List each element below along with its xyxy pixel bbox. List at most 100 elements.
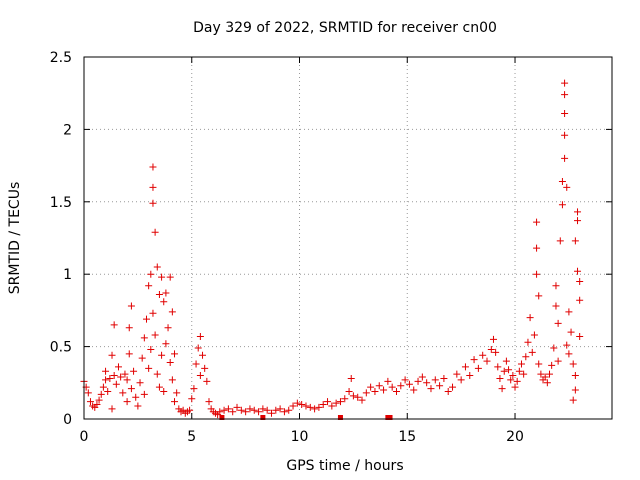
axis-ticks: 0 5 10 15 20 0 0.5 1 1.5 2 2.5: [50, 50, 612, 445]
data-point: [246, 405, 254, 413]
data-point: [280, 408, 288, 416]
data-point: [151, 331, 159, 339]
data-point: [162, 289, 170, 297]
data-point: [298, 401, 306, 409]
data-point: [517, 360, 525, 368]
data-point: [436, 382, 444, 390]
x-tick-label: 10: [291, 429, 309, 445]
data-point: [121, 370, 129, 378]
data-point: [229, 408, 237, 416]
y-tick-label: 2.5: [50, 50, 72, 66]
data-point: [166, 273, 174, 281]
data-point: [457, 376, 465, 384]
x-tick-label: 15: [398, 429, 416, 445]
data-point: [550, 344, 558, 352]
data-point: [487, 345, 495, 353]
data-point: [263, 406, 271, 414]
data-point: [110, 372, 118, 380]
data-point: [108, 351, 116, 359]
data-point: [134, 402, 142, 410]
data-point: [556, 237, 564, 245]
data-point: [543, 379, 551, 387]
data-point: [201, 364, 209, 372]
data-point: [106, 374, 114, 382]
data-point: [125, 324, 133, 332]
data-point: [489, 335, 497, 343]
data-point: [535, 292, 543, 300]
data-point: [483, 357, 491, 365]
data-point-baseline: [219, 415, 225, 420]
data-point: [306, 403, 314, 411]
data-point: [479, 351, 487, 359]
data-point: [233, 403, 241, 411]
data-point: [571, 386, 579, 394]
data-point: [216, 408, 224, 416]
data-point: [558, 201, 566, 209]
data-point: [155, 383, 163, 391]
data-point: [160, 387, 168, 395]
data-point: [347, 374, 355, 382]
data-point: [168, 308, 176, 316]
data-point: [576, 332, 584, 340]
data-point: [423, 379, 431, 387]
data-point: [449, 383, 457, 391]
data-point: [140, 390, 148, 398]
data-point: [380, 386, 388, 394]
data-point: [114, 363, 122, 371]
data-point: [444, 387, 452, 395]
data-point: [190, 385, 198, 393]
data-point: [112, 380, 120, 388]
data-point: [186, 406, 194, 414]
data-point: [524, 338, 532, 346]
data-point: [140, 334, 148, 342]
data-point: [158, 273, 166, 281]
data-point: [293, 399, 301, 407]
data-point: [520, 370, 528, 378]
data-point: [99, 383, 107, 391]
data-point: [571, 372, 579, 380]
data-point: [405, 380, 413, 388]
data-point: [561, 154, 569, 162]
data-point: [546, 370, 554, 378]
x-tick-label: 0: [80, 429, 89, 445]
y-tick-label: 2: [63, 122, 72, 138]
data-point: [237, 406, 245, 414]
data-point: [188, 395, 196, 403]
data-point: [196, 372, 204, 380]
data-point: [574, 217, 582, 225]
x-tick-label: 20: [506, 429, 524, 445]
data-point: [533, 244, 541, 252]
data-point: [171, 350, 179, 358]
grid-lines: [84, 57, 612, 419]
data-point: [453, 370, 461, 378]
data-point: [147, 345, 155, 353]
data-point: [561, 79, 569, 87]
data-point: [528, 348, 536, 356]
data-point: [199, 351, 207, 359]
data-point: [569, 360, 577, 368]
data-point: [354, 393, 362, 401]
data-point: [431, 376, 439, 384]
data-point-baseline: [337, 415, 343, 420]
data-point: [440, 374, 448, 382]
data-point: [166, 359, 174, 367]
data-point: [507, 376, 515, 384]
data-point: [147, 270, 155, 278]
data-point: [289, 402, 297, 410]
data-point: [492, 348, 500, 356]
data-point: [565, 308, 573, 316]
data-point: [470, 356, 478, 364]
data-point: [149, 163, 157, 171]
y-tick-label: 1: [63, 267, 72, 283]
data-point: [145, 282, 153, 290]
data-point: [569, 396, 577, 404]
data-point: [123, 398, 131, 406]
data-point: [250, 406, 258, 414]
data-point: [533, 270, 541, 278]
x-axis-title: GPS time / hours: [286, 458, 403, 474]
data-point: [315, 403, 323, 411]
data-point: [349, 392, 357, 400]
data-point: [203, 377, 211, 385]
data-point: [558, 178, 566, 186]
